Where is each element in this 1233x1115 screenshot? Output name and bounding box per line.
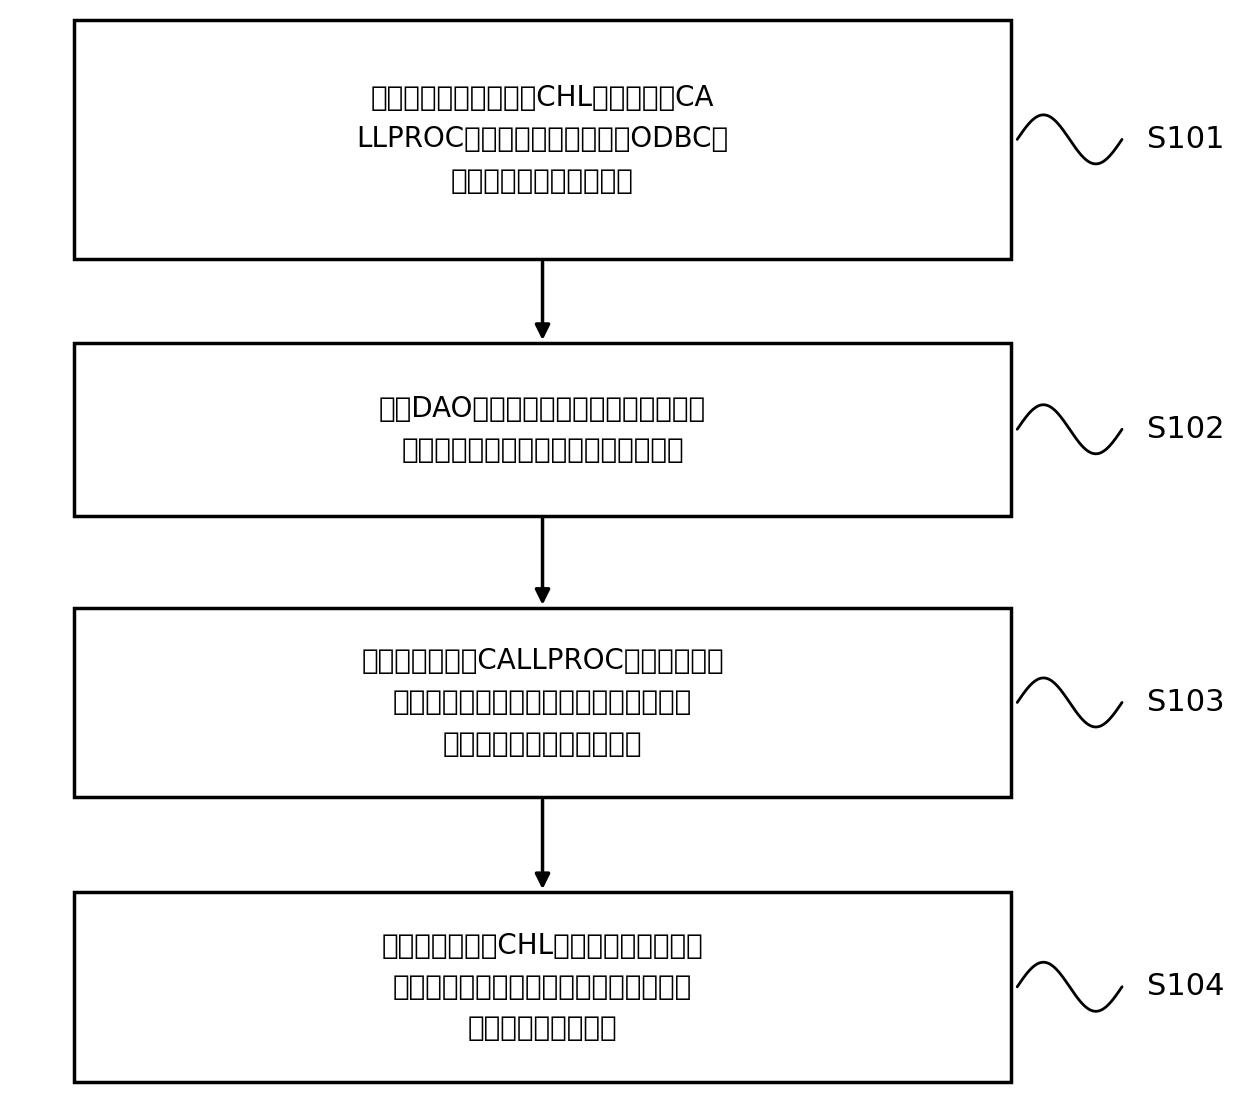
Text: 从数据库实例的CHL表中，获取各个时间
段记录的信道使用情况，并根据信道使用
情况确定信道利用值: 从数据库实例的CHL表中，获取各个时间 段记录的信道使用情况，并根据信道使用 情… bbox=[382, 931, 703, 1043]
Bar bbox=[74, 892, 1011, 1082]
Text: S104: S104 bbox=[1147, 972, 1224, 1001]
Text: 分别将网控器中记录的CHL数据库表及CA
LLPROC数据库表中的数据通过ODBC组
件进行映射为系统数据源: 分别将网控器中记录的CHL数据库表及CA LLPROC数据库表中的数据通过ODB… bbox=[356, 84, 729, 195]
Text: 通过DAO组件读取系统数据源，并对系统
数据源进行数据处理，生成数据库实例: 通过DAO组件读取系统数据源，并对系统 数据源进行数据处理，生成数据库实例 bbox=[379, 395, 707, 464]
Bar bbox=[74, 608, 1011, 797]
Text: S101: S101 bbox=[1147, 125, 1224, 154]
Bar bbox=[74, 343, 1011, 515]
Text: S103: S103 bbox=[1147, 688, 1224, 717]
Text: 从数据库实例的CALLPROC表中，获取呼
入总数及实际呼叫数量，并根据呼入总数
及实际呼叫数量计算呼损率: 从数据库实例的CALLPROC表中，获取呼 入总数及实际呼叫数量，并根据呼入总数… bbox=[361, 647, 724, 758]
Text: S102: S102 bbox=[1147, 415, 1224, 444]
Bar bbox=[74, 20, 1011, 260]
